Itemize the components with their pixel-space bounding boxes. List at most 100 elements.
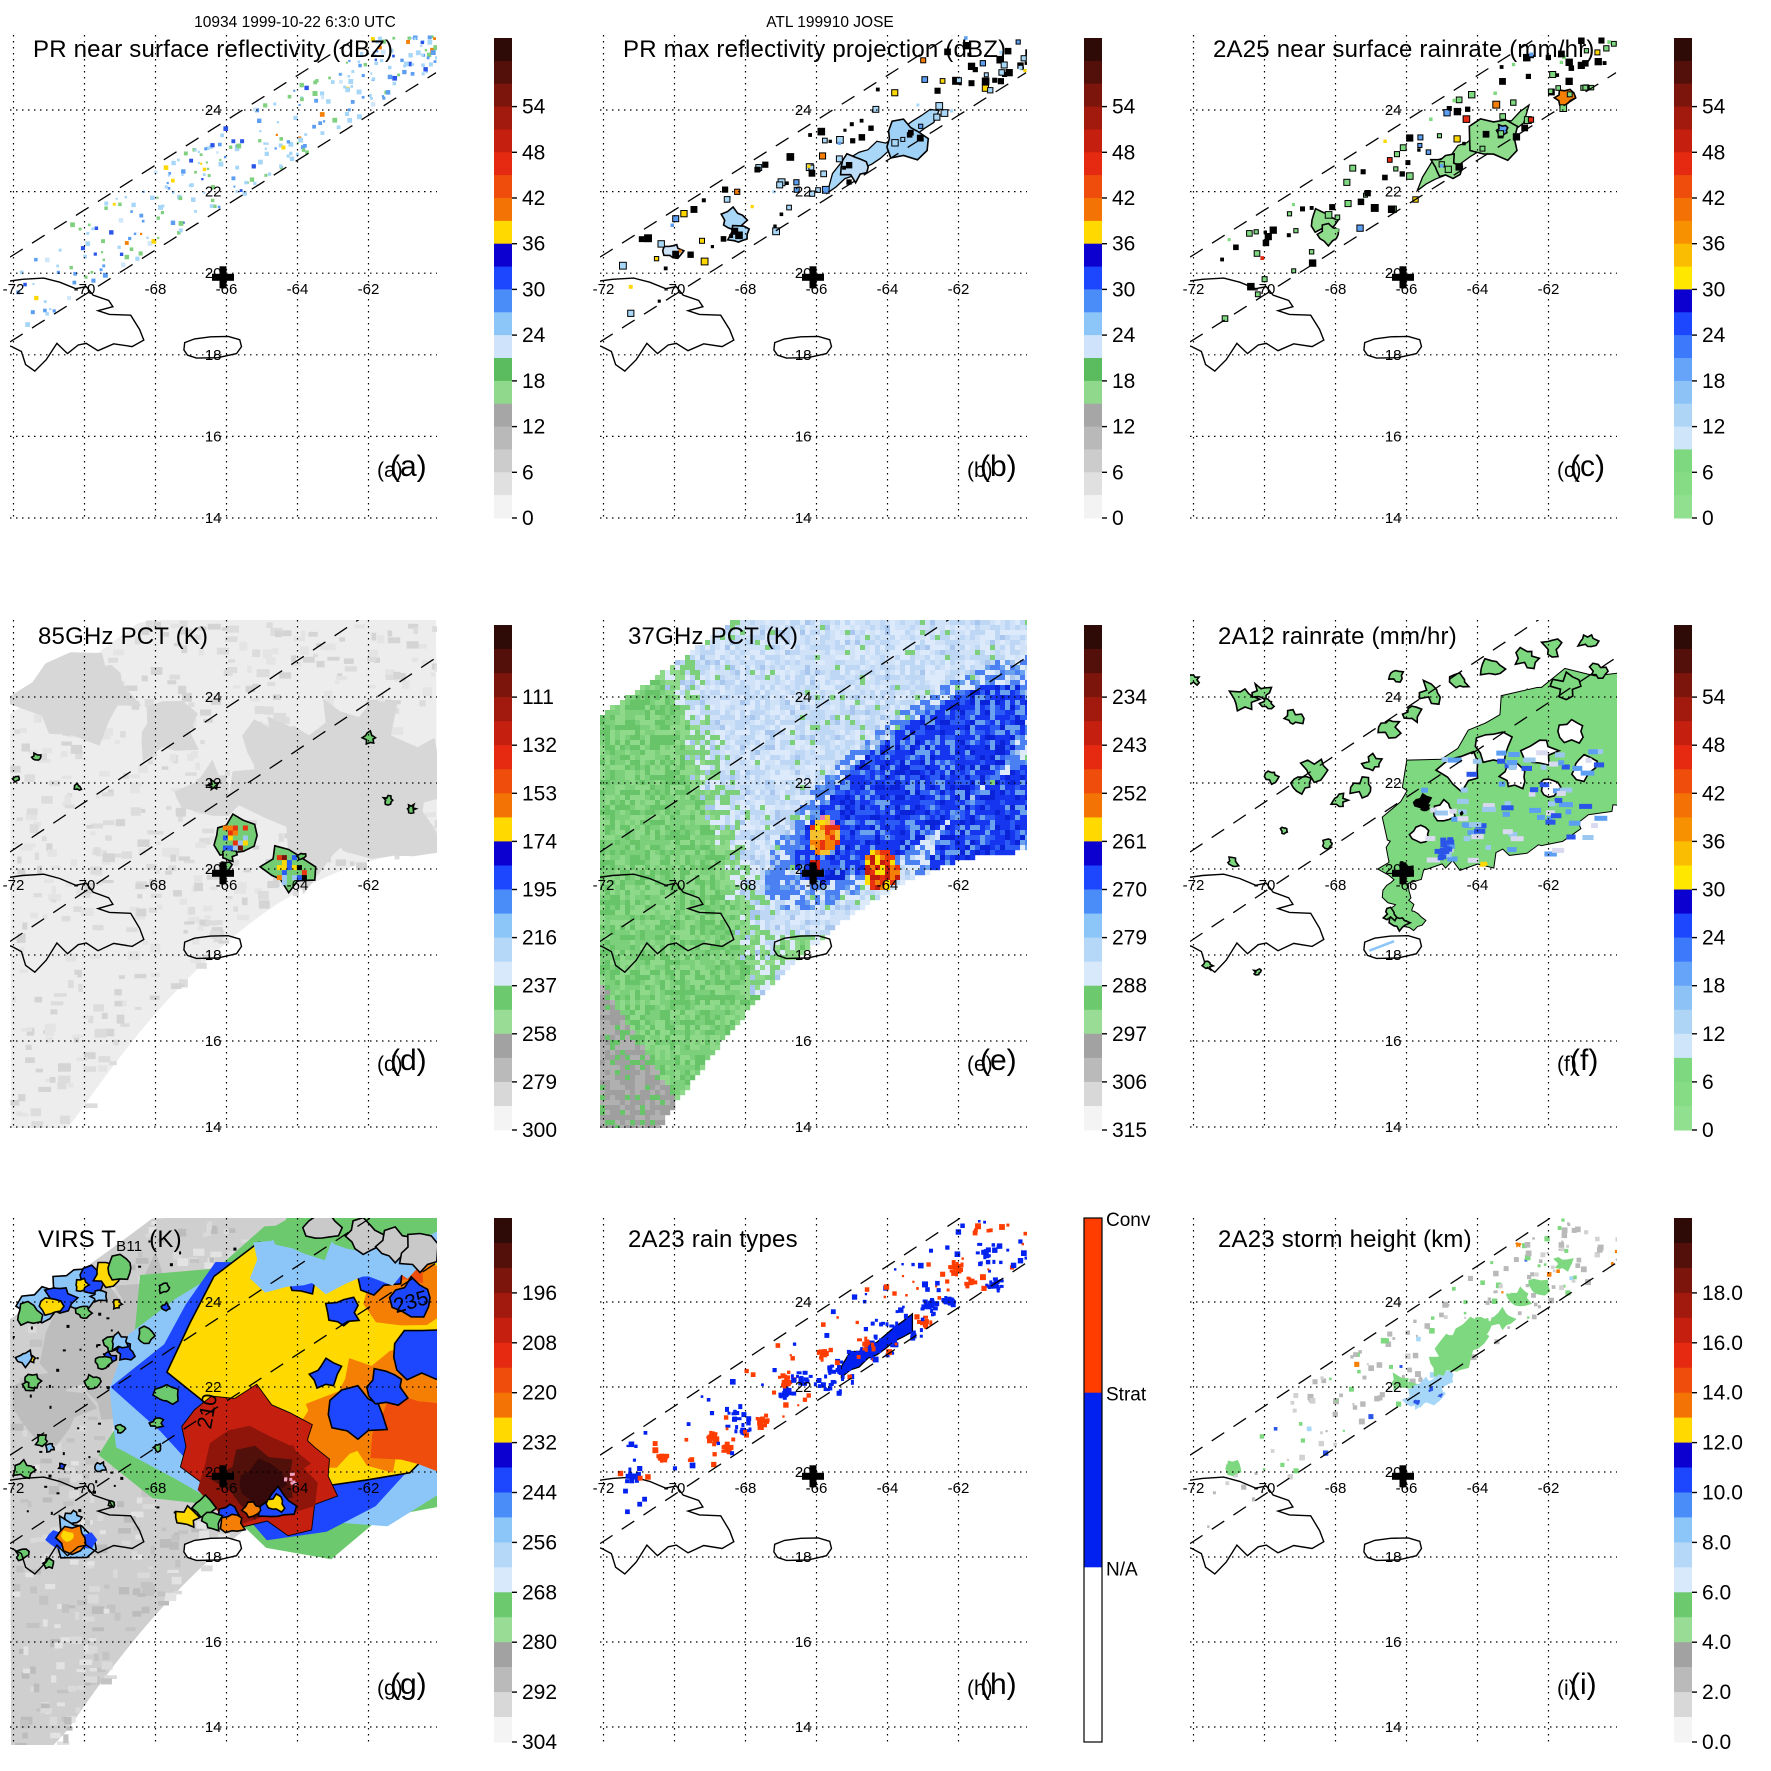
colorbar-tick-label: 279 — [1112, 927, 1147, 950]
colorbar-tick-label: 216 — [522, 927, 557, 950]
colorbar-tick-label: 258 — [522, 1023, 557, 1046]
lat-tick-label: 16 — [205, 1634, 222, 1651]
lat-tick-label: 18 — [795, 947, 812, 964]
colorbar-tick-label: 2.0 — [1702, 1681, 1731, 1704]
colorbar-tick-label: 0 — [1112, 507, 1124, 530]
panel-d-letter: (d) (d) — [377, 1044, 427, 1077]
lon-tick-label: -68 — [735, 1480, 757, 1497]
colorbar: Conv Strat N/A — [1083, 1210, 1151, 1743]
colorbar-tick-label: 24 — [522, 324, 546, 347]
colorbar-tick-label: 54 — [1702, 96, 1726, 119]
colorbar: 54 48 42 36 30 24 18 12 6 0 — [1674, 625, 1726, 1142]
colorbar-tick-label: 279 — [522, 1071, 557, 1094]
lat-tick-label: 14 — [795, 1119, 812, 1136]
lon-tick-label: -72 — [3, 281, 25, 298]
lat-tick-label: 16 — [795, 1033, 812, 1050]
colorbar-tick-label: 12.0 — [1702, 1432, 1743, 1455]
colorbar-tick-label: 16.0 — [1702, 1332, 1743, 1355]
panel-g-title: VIRS TB11 (K) — [38, 1226, 182, 1255]
colorbar-tick-label: 6 — [1112, 461, 1124, 484]
lat-tick-label: 14 — [205, 510, 222, 527]
colorbar-tick-label: 42 — [1702, 187, 1725, 210]
lat-tick-label: 22 — [205, 184, 222, 201]
colorbar-cat-label: Conv — [1106, 1210, 1151, 1231]
lon-tick-label: -72 — [1183, 877, 1205, 894]
lon-tick-label: -62 — [358, 1480, 380, 1497]
lon-tick-label: -62 — [1538, 281, 1560, 298]
panel-h-letter: (h) (h) — [967, 1668, 1017, 1701]
lon-tick-label: -70 — [1254, 281, 1276, 298]
colorbar-tick-label: 48 — [1112, 141, 1135, 164]
colorbar-tick-label: 12 — [1702, 1023, 1725, 1046]
colorbar-tick-label: 243 — [1112, 734, 1147, 757]
lat-tick-label: 16 — [205, 1033, 222, 1050]
lat-tick-label: 22 — [795, 184, 812, 201]
colorbar-tick-label: 18 — [1112, 370, 1135, 393]
colorbar-tick-label: 6 — [1702, 1071, 1714, 1094]
lat-tick-label: 18 — [1385, 1549, 1402, 1566]
lat-tick-label: 22 — [205, 775, 222, 792]
lat-tick-label: 22 — [1385, 775, 1402, 792]
storm-center-cross — [212, 862, 234, 885]
colorbar: 18.0 16.0 14.0 12.0 10.0 8.0 6.0 4.0 2.0 0.0 — [1674, 1218, 1743, 1754]
colorbar-cat-label: N/A — [1106, 1559, 1138, 1580]
colorbar-tick-label: 12 — [1702, 416, 1725, 439]
lat-tick-label: 24 — [1385, 1294, 1402, 1311]
lat-tick-label: 14 — [205, 1119, 222, 1136]
lon-tick-label: -70 — [1254, 1480, 1276, 1497]
colorbar-tick-label: 0.0 — [1702, 1731, 1731, 1754]
lat-tick-label: 22 — [795, 775, 812, 792]
colorbar-tick-label: 24 — [1702, 927, 1726, 950]
lon-tick-label: -70 — [664, 1480, 686, 1497]
colorbar-tick-label: 153 — [522, 782, 557, 805]
lon-tick-label: -72 — [593, 281, 615, 298]
storm-center-cross — [802, 1465, 824, 1488]
lon-tick-label: -64 — [287, 1480, 309, 1497]
colorbar-tick-label: 292 — [522, 1681, 557, 1704]
colorbar: 54 48 42 36 30 24 18 12 6 0 — [494, 38, 546, 530]
panel-b-title: PR max reflectivity projection (dBZ) — [623, 36, 1007, 63]
lon-tick-label: -64 — [1467, 281, 1489, 298]
lat-tick-label: 18 — [795, 347, 812, 364]
lat-tick-label: 22 — [205, 1379, 222, 1396]
colorbar-tick-label: 220 — [522, 1382, 557, 1405]
colorbar-tick-label: 268 — [522, 1581, 557, 1604]
storm-header: ATL 199910 JOSE — [766, 14, 894, 31]
lon-tick-label: -72 — [593, 1480, 615, 1497]
storm-center-cross — [1392, 1465, 1414, 1488]
lon-tick-label: -72 — [593, 877, 615, 894]
lat-tick-label: 18 — [1385, 947, 1402, 964]
colorbar-tick-label: 132 — [522, 734, 557, 757]
colorbar-tick-label: 304 — [522, 1731, 557, 1754]
lat-tick-label: 14 — [1385, 1719, 1402, 1736]
lon-tick-label: -70 — [74, 281, 96, 298]
lon-tick-label: -62 — [358, 281, 380, 298]
storm-center-cross — [1392, 862, 1414, 885]
lat-tick-label: 24 — [205, 1294, 222, 1311]
storm-center-cross — [802, 862, 824, 885]
colorbar-tick-label: 300 — [522, 1119, 557, 1142]
storm-center-cross — [802, 266, 824, 289]
panel-i-map — [1190, 1218, 1617, 1575]
colorbar-tick-label: 315 — [1112, 1119, 1147, 1142]
colorbar-tick-label: 6 — [522, 461, 534, 484]
panel-a-letter: (a) (a) — [377, 450, 427, 483]
lat-tick-label: 22 — [1385, 1379, 1402, 1396]
colorbar: 54 48 42 36 30 24 18 12 6 0 — [1674, 38, 1726, 530]
lon-tick-label: -70 — [74, 877, 96, 894]
colorbar-tick-label: 6 — [1702, 461, 1714, 484]
lat-tick-label: 24 — [1385, 689, 1402, 706]
colorbar-tick-label: 12 — [522, 416, 545, 439]
lon-tick-label: -72 — [1183, 1480, 1205, 1497]
lon-tick-label: -72 — [3, 877, 25, 894]
lat-tick-label: 24 — [795, 689, 812, 706]
colorbar-tick-label: 195 — [522, 879, 557, 902]
lon-tick-label: -62 — [1538, 1480, 1560, 1497]
panel-f-letter: (f) (f) — [1557, 1044, 1599, 1077]
panel-c-letter: (c) (c) — [1557, 450, 1605, 483]
lon-tick-label: -72 — [3, 1480, 25, 1497]
lat-tick-label: 18 — [205, 1549, 222, 1566]
colorbar-tick-label: 0 — [522, 507, 534, 530]
colorbar-tick-label: 270 — [1112, 879, 1147, 902]
